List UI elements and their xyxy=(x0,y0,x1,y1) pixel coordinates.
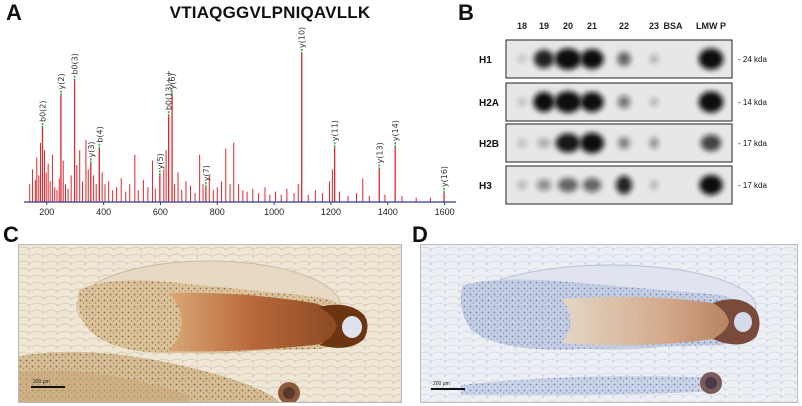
lane-label: LMW P xyxy=(696,21,726,31)
peak-label: y(7) xyxy=(202,165,211,181)
x-tick-label: 1600 xyxy=(435,207,455,216)
blot-band xyxy=(699,175,723,195)
blot-row: H1 - 24 kda xyxy=(479,39,767,79)
blot-lane-labels: 18 19 20 21 22 23 BSA LMW P xyxy=(517,21,726,31)
peak-label: b(4) xyxy=(95,126,104,142)
blot-band xyxy=(617,136,631,150)
blot-band xyxy=(579,132,605,154)
spectrum-peak-labels: b0(2) y(2) b0(3) y(3)b(4) y(5) b0(13)++y(6) y(… xyxy=(38,27,449,194)
blot-band xyxy=(536,179,552,191)
blot-band xyxy=(533,49,555,69)
lane-label: 20 xyxy=(563,21,573,31)
blot-band xyxy=(650,180,658,190)
spectrum-peaks xyxy=(29,54,445,202)
blot-band xyxy=(554,48,582,70)
blot-band xyxy=(649,137,659,149)
peptide-sequence: VTIAQGGVLPNIQAVLLK xyxy=(169,3,371,22)
blot-band xyxy=(517,97,527,107)
blot-band xyxy=(650,54,658,64)
micrograph-d: 200 µm xyxy=(420,244,798,403)
x-tick-label: 1000 xyxy=(264,207,284,216)
western-blot: 18 19 20 21 22 23 BSA LMW P H1 - 24 kda H2A - 14 k… xyxy=(479,21,767,205)
scale-label-d: 200 µm xyxy=(433,381,450,387)
peak-label: b0(3) xyxy=(71,53,80,75)
blot-band xyxy=(557,177,579,193)
x-tick-label: 200 xyxy=(39,207,54,216)
blot-row: H2B - 17 kda xyxy=(479,123,767,163)
lane-label: BSA xyxy=(663,21,683,31)
peak-label: y(6) xyxy=(168,73,177,89)
lane-label: 23 xyxy=(649,21,659,31)
spectrum-x-ticks: 200 400 600 800 1000 1200 1400 1600 xyxy=(39,202,455,216)
panel-label-c: C xyxy=(3,222,19,247)
x-tick-label: 1400 xyxy=(378,207,398,216)
micrograph-c: 200 µm xyxy=(18,244,402,403)
peak-label: y(14) xyxy=(391,120,400,141)
ms-spectrum-chart: b0(2) y(2) b0(3) y(3)b(4) y(5) b0(13)++y(6) y(… xyxy=(24,27,456,216)
histone-label: H3 xyxy=(479,181,492,192)
blot-band xyxy=(533,92,555,112)
peak-label: y(5) xyxy=(156,153,165,169)
peak-label: y(3) xyxy=(87,141,96,157)
peak-label: y(10) xyxy=(298,27,307,48)
x-tick-label: 600 xyxy=(153,207,168,216)
peak-label: b0(2) xyxy=(38,101,47,123)
blot-band xyxy=(698,48,724,70)
x-tick-label: 800 xyxy=(210,207,225,216)
panel-label-a: A xyxy=(6,0,22,25)
blot-band xyxy=(554,91,582,113)
mw-marker-label: - 14 kda xyxy=(738,98,767,107)
blot-band xyxy=(555,133,581,153)
x-tick-label: 400 xyxy=(96,207,111,216)
panel-label-b: B xyxy=(458,0,474,25)
blot-band xyxy=(580,92,604,112)
blot-band xyxy=(517,180,527,190)
mw-marker-label: - 24 kda xyxy=(738,55,767,64)
peak-label: y(16) xyxy=(440,166,449,187)
blot-band xyxy=(617,95,631,109)
blot-band xyxy=(580,49,604,69)
histone-label: H1 xyxy=(479,55,492,66)
blot-band xyxy=(700,134,722,152)
blot-row: H3 - 17 kda xyxy=(479,165,767,205)
lane-label: 22 xyxy=(619,21,629,31)
scale-bar-d xyxy=(431,388,465,390)
blot-band xyxy=(517,54,527,64)
mw-marker-label: - 17 kda xyxy=(738,139,767,148)
peak-label: b0(13)++ xyxy=(165,70,174,110)
histone-label: H2A xyxy=(479,98,499,109)
peak-label: y(2) xyxy=(57,73,66,89)
peak-label: y(13) xyxy=(375,142,384,163)
blot-band xyxy=(582,177,602,193)
histone-label: H2B xyxy=(479,139,499,150)
blot-row: H2A - 14 kda xyxy=(479,82,767,122)
lane-label: 21 xyxy=(587,21,597,31)
blot-strips: H1 - 24 kda H2A - 14 kda H2B - 17 kda H3 - 17 k… xyxy=(479,39,767,205)
peak-label: y(11) xyxy=(331,120,340,141)
scale-bar-c xyxy=(31,386,65,388)
blot-band xyxy=(698,91,724,113)
x-tick-label: 1200 xyxy=(321,207,341,216)
lane-label: 18 xyxy=(517,21,527,31)
lane-label: 19 xyxy=(539,21,549,31)
panel-label-d: D xyxy=(412,222,428,247)
blot-band xyxy=(537,138,551,148)
scale-label-c: 200 µm xyxy=(33,379,50,385)
mw-marker-label: - 17 kda xyxy=(738,181,767,190)
blot-band xyxy=(615,175,633,195)
blot-band xyxy=(617,51,631,67)
blot-band xyxy=(517,138,527,148)
blot-band xyxy=(650,97,658,107)
